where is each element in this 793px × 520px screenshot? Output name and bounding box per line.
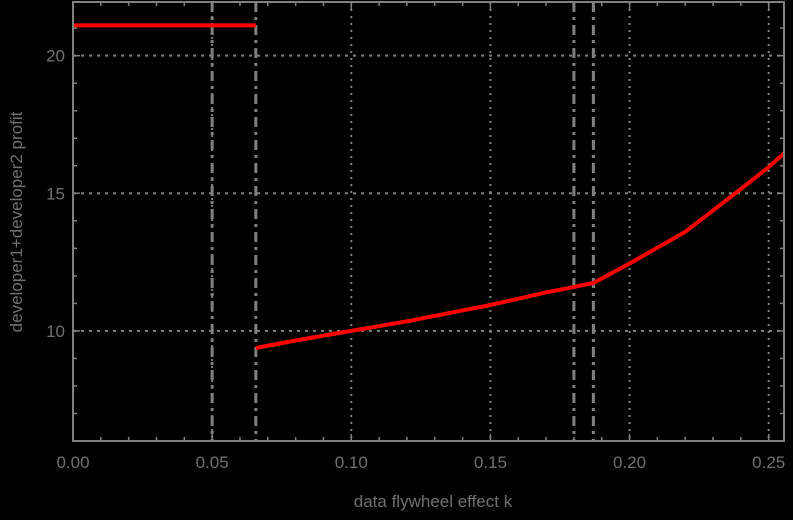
x-axis-title: data flywheel effect k [354, 492, 513, 511]
tick-marks [72, 2, 784, 441]
reference-lines [210, 2, 595, 441]
x-tick-label: 0.15 [474, 453, 507, 472]
series-line [255, 151, 786, 350]
x-tick-labels: 0.00 0.05 0.10 0.15 0.20 0.25 [56, 453, 785, 472]
data-series [73, 23, 786, 350]
y-tick-label: 10 [46, 322, 65, 341]
y-axis-title: developer1+developer2 profit [7, 111, 26, 332]
plot-frame [72, 1, 785, 442]
gridlines [73, 2, 784, 441]
y-tick-label: 20 [46, 47, 65, 66]
x-tick-label: 0.05 [196, 453, 229, 472]
x-tick-label: 0.10 [335, 453, 368, 472]
axes-frame [72, 1, 785, 442]
y-tick-labels: 10 15 20 [46, 47, 65, 341]
y-tick-label: 15 [46, 184, 65, 203]
x-tick-label: 0.25 [752, 453, 785, 472]
x-tick-label: 0.00 [56, 453, 89, 472]
x-tick-label: 0.20 [613, 453, 646, 472]
